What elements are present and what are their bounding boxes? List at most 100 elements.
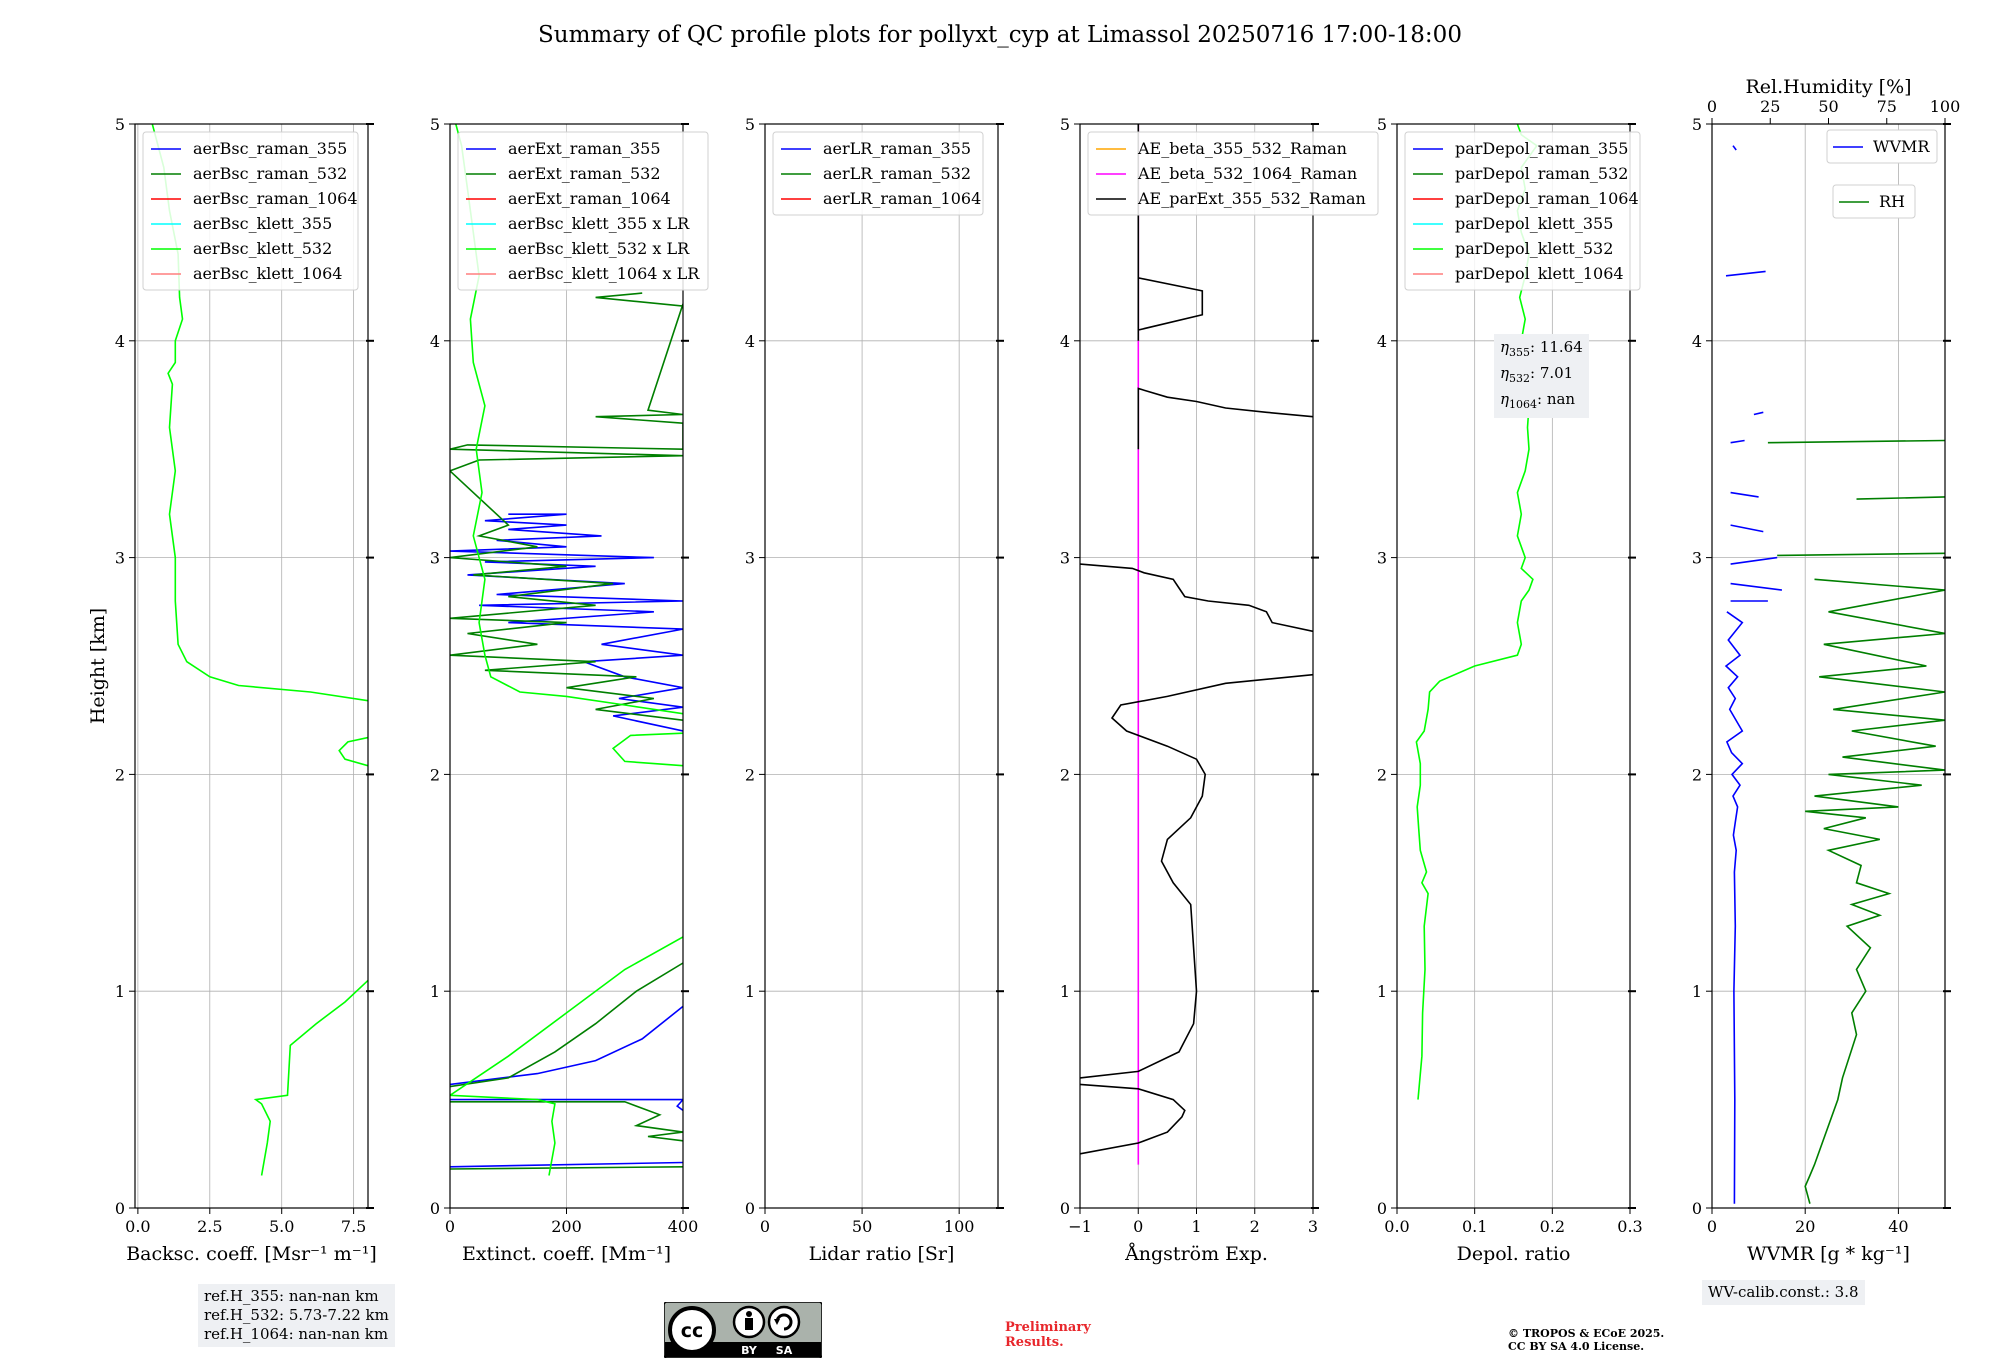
- legend-entry: aerBsc_raman_355: [193, 139, 347, 158]
- y-tick-label: 3: [430, 549, 440, 568]
- ref-height-532: ref.H_532: 5.73-7.22 km: [204, 1306, 389, 1324]
- legend-entry: aerLR_raman_532: [823, 164, 971, 183]
- x-tick-label: 0.0: [125, 1217, 150, 1236]
- legend-entry: aerBsc_klett_355 x LR: [508, 214, 690, 233]
- y-tick-label: 5: [430, 115, 440, 134]
- y-tick-label: 5: [745, 115, 755, 134]
- legend-entry: aerBsc_klett_1064 x LR: [508, 264, 700, 283]
- legend-entry: AE_beta_355_532_Raman: [1137, 139, 1347, 158]
- legend-box: [1826, 129, 1938, 164]
- y-tick-label: 4: [1692, 332, 1702, 351]
- y-tick-label: 1: [115, 982, 125, 1001]
- series-line: [1730, 491, 1759, 498]
- x-tick-label: 0.2: [1540, 1217, 1565, 1236]
- series-line: [1137, 387, 1313, 450]
- x-tick-label: 0.1: [1462, 1217, 1487, 1236]
- series-line: [450, 1098, 683, 1112]
- panel-1: 0.0 2.5 5.0 7.5 0 1 2 3 4 5 Backsc. coeff. [Msr⁻¹ …: [87, 115, 377, 1265]
- legend-entry: AE_parExt_355_532_Raman: [1137, 189, 1366, 208]
- x-tick-label: 20: [1795, 1217, 1815, 1236]
- y-tick-label: 0: [115, 1199, 125, 1218]
- y-tick-label: 2: [745, 765, 755, 784]
- x-tick-label: 0.3: [1617, 1217, 1642, 1236]
- y-tick-label: 2: [430, 765, 440, 784]
- series-line: [1724, 611, 1744, 1204]
- y-tick-label: 3: [745, 549, 755, 568]
- panel-6: 0 20 40 0 1 2 3 4 5 WVMR [g * kg⁻¹] 0 25 50 75 100 Rel.…: [1692, 76, 1960, 1265]
- y-tick-label: 2: [115, 765, 125, 784]
- series-line: [1767, 439, 1945, 444]
- legend-box: [142, 131, 359, 291]
- series-line: [450, 513, 683, 732]
- x2-tick-label: 75: [1877, 97, 1897, 116]
- legend-entry: aerExt_raman_355: [508, 139, 661, 158]
- y-tick-label: 2: [1692, 765, 1702, 784]
- y-tick-label: 4: [1060, 332, 1070, 351]
- legend-entry: WVMR: [1873, 137, 1930, 156]
- y-tick-label: 5: [1060, 115, 1070, 134]
- legend-entry: RH: [1879, 192, 1905, 211]
- x-tick-label: 200: [551, 1217, 582, 1236]
- y-tick-label: 3: [1692, 549, 1702, 568]
- series-line: [1804, 578, 1945, 1204]
- y-tick-label: 1: [745, 982, 755, 1001]
- legend-entry: parDepol_klett_355: [1455, 214, 1613, 233]
- plot-frame: [1396, 123, 1631, 1209]
- legend-entry: parDepol_klett_532: [1455, 239, 1613, 258]
- cc-by-sa-badge-icon: cc BY SA: [664, 1302, 822, 1358]
- plot-frame: [764, 123, 999, 1209]
- y-tick-label: 3: [115, 549, 125, 568]
- wv-calib-box: WV-calib.const.: 3.8: [1702, 1280, 1865, 1305]
- x-tick-label: 2.5: [197, 1217, 222, 1236]
- series-line: [450, 1161, 683, 1168]
- x-axis-label: Depol. ratio: [1457, 1243, 1571, 1265]
- series-line: [1137, 124, 1204, 341]
- legend-entry: parDepol_raman_532: [1455, 164, 1628, 183]
- panel-2: 0 200 400 0 1 2 3 4 5 Extinct. coeff. [Mm⁻¹] aerEx…: [430, 115, 709, 1265]
- y-tick-label: 0: [1692, 1199, 1702, 1218]
- series-line: [450, 292, 683, 721]
- eta-355: η355: 11.64: [1500, 338, 1583, 359]
- legend-box: [1404, 131, 1641, 291]
- y-tick-label: 3: [1377, 549, 1387, 568]
- x2-axis-label: Rel.Humidity [%]: [1745, 76, 1911, 98]
- series-line: [1725, 270, 1766, 277]
- y-tick-label: 0: [430, 1199, 440, 1218]
- series-line: [1730, 556, 1778, 565]
- legend-entry: aerBsc_klett_355: [193, 214, 332, 233]
- ref-height-355: ref.H_355: nan-nan km: [204, 1287, 379, 1305]
- legend-entry: parDepol_klett_1064: [1455, 264, 1624, 283]
- series-line: [611, 732, 683, 767]
- legend-entry: aerBsc_klett_1064: [193, 264, 342, 283]
- x-tick-label: −1: [1068, 1217, 1092, 1236]
- x-axis-label: WVMR [g * kg⁻¹]: [1747, 1243, 1910, 1265]
- legend-entry: aerBsc_klett_532 x LR: [508, 239, 690, 258]
- x-tick-label: 40: [1888, 1217, 1908, 1236]
- legend-entry: aerExt_raman_1064: [508, 189, 671, 208]
- x2-tick-label: 0: [1707, 97, 1717, 116]
- legend-entry: aerLR_raman_355: [823, 139, 971, 158]
- y-axis-label: Height [km]: [87, 608, 109, 724]
- y-tick-label: 5: [115, 115, 125, 134]
- x2-tick-label: 100: [1930, 97, 1961, 116]
- badge-by-label: BY: [741, 1344, 758, 1357]
- ref-height-1064: ref.H_1064: nan-nan km: [204, 1325, 389, 1343]
- series-line: [1080, 563, 1313, 633]
- x-tick-label: 400: [668, 1217, 699, 1236]
- x2-tick-label: 25: [1760, 97, 1780, 116]
- legend-box: [772, 131, 984, 216]
- series-line: [1080, 673, 1313, 1079]
- legend-entry: aerExt_raman_532: [508, 164, 661, 183]
- legend-box: [1087, 131, 1379, 216]
- legend-box: [1832, 184, 1916, 219]
- plot-frame: [1711, 123, 1946, 1209]
- y-tick-label: 4: [1377, 332, 1387, 351]
- x-tick-label: 7.5: [341, 1217, 366, 1236]
- x-tick-label: 3: [1308, 1217, 1318, 1236]
- y-tick-label: 1: [1060, 982, 1070, 1001]
- x-axis-label: Ångström Exp.: [1124, 1243, 1268, 1265]
- series-line: [338, 736, 368, 767]
- eta-532: η532: 7.01: [1500, 364, 1574, 385]
- series-line: [1753, 411, 1764, 416]
